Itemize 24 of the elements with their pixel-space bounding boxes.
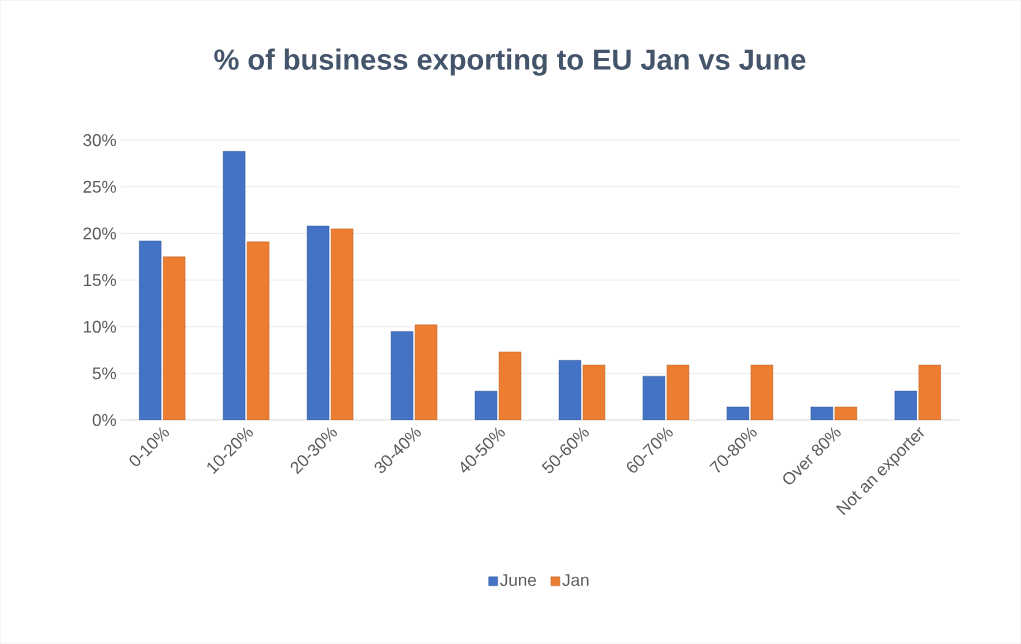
y-tick-label: 20% <box>83 227 117 240</box>
bar <box>246 241 270 420</box>
y-tick-label: 15% <box>83 274 117 287</box>
y-tick-label: 25% <box>83 180 117 193</box>
bar <box>306 225 330 420</box>
bar <box>222 151 246 420</box>
bar <box>642 375 666 420</box>
chart-title: % of business exporting to EU Jan vs June <box>214 48 806 76</box>
bar <box>558 360 582 420</box>
bar <box>918 364 942 420</box>
bar <box>726 406 750 420</box>
y-tick-label: 30% <box>83 134 117 147</box>
bar <box>894 390 918 420</box>
bar <box>162 256 186 420</box>
bar <box>390 331 414 420</box>
legend-label: June <box>500 574 536 586</box>
bar <box>810 406 834 420</box>
y-tick-label: 10% <box>83 320 117 333</box>
y-tick-label: 0% <box>92 413 117 426</box>
legend-label: Jan <box>562 574 589 586</box>
bar <box>474 390 498 420</box>
bar <box>138 240 162 420</box>
y-tick-label: 5% <box>92 367 117 380</box>
bar <box>330 228 354 420</box>
